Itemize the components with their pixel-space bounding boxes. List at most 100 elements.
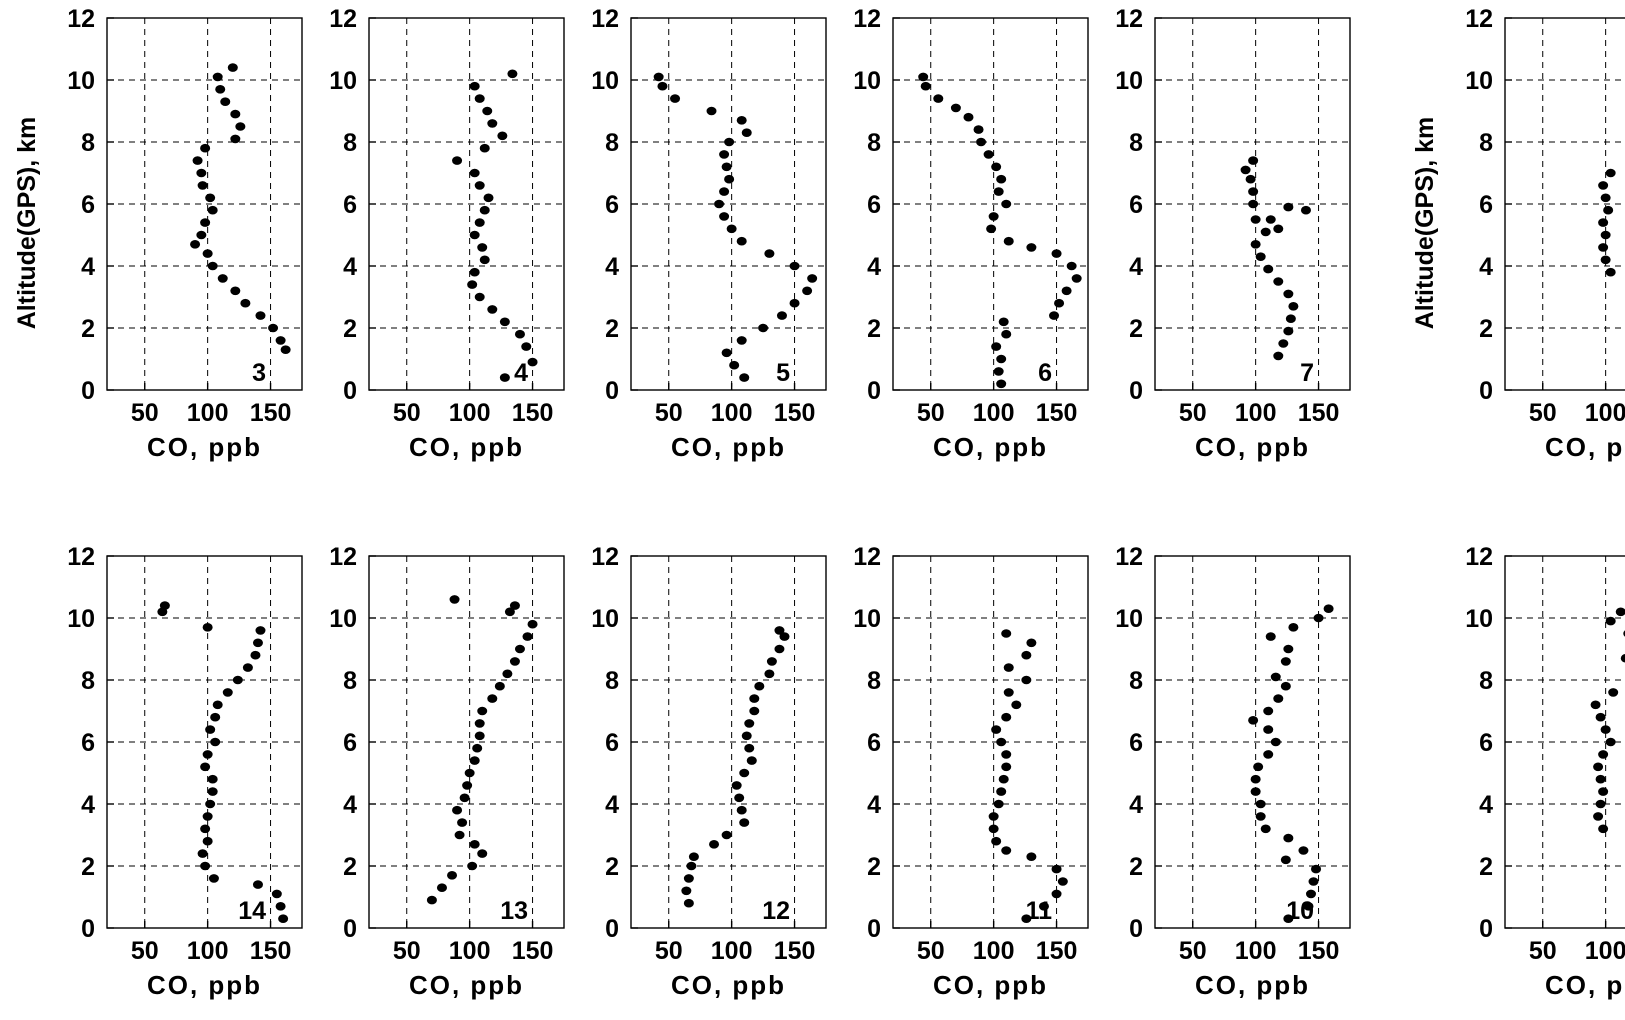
x-tick-label: 100 [711,937,753,965]
y-tick-label: 12 [329,543,357,571]
data-point [731,781,742,790]
x-tick-label: 50 [131,399,159,427]
data-point [653,72,664,82]
data-point [789,298,800,308]
y-tick-label: 6 [81,191,95,219]
data-point [474,719,485,728]
data-point [766,657,777,666]
data-point [1003,663,1014,672]
data-point [1273,351,1284,361]
panel-10: 50 100 150 0 2 4 6 8 10 12 CO, ppb 10 [1115,543,1351,1000]
y-tick-label: 4 [1479,253,1493,281]
data-point [482,106,493,116]
data-point [202,623,213,632]
data-point [494,681,505,691]
data-point [232,675,243,685]
y-tick-label: 4 [343,253,357,281]
data-points [426,595,538,905]
y-tick-label: 12 [329,5,357,33]
y-tick-label: 8 [81,667,95,695]
data-point [1255,799,1266,809]
data-point [1323,604,1334,613]
data-point [469,756,480,765]
data-point [222,688,233,697]
panel-11: 50 100 150 0 2 4 6 8 10 12 CO, ppb 11 [853,543,1089,1000]
data-point [1603,205,1614,215]
data-point [522,632,533,641]
y-tick-label: 0 [1129,915,1143,943]
data-point [190,240,201,249]
data-point [227,63,238,72]
data-point [207,261,218,271]
data-point [1605,737,1616,747]
data-point [758,323,769,333]
data-point [1273,277,1284,286]
y-tick-label: 8 [605,667,619,695]
data-point [739,373,750,382]
data-point [474,218,485,227]
data-point [719,212,730,221]
x-axis-label: CO, ppb [933,970,1048,1000]
data-point [1001,750,1012,759]
data-point [1283,326,1294,336]
data-point [1280,855,1291,865]
data-point [1283,202,1294,212]
data-point [670,94,681,103]
data-point [1248,156,1259,165]
data-point [739,818,750,827]
y-tick-label: 12 [1465,543,1493,571]
data-point [436,883,447,892]
data-point [1600,193,1611,203]
y-axis-label: Altitude(GPS), km [1411,117,1439,330]
x-tick-label: 150 [250,399,292,427]
data-point [474,292,485,302]
data-point [1021,650,1032,660]
y-tick-label: 4 [81,791,95,819]
data-point [950,103,961,113]
data-point [1280,657,1291,666]
y-tick-label: 12 [591,5,619,33]
y-tick-label: 6 [81,729,95,757]
data-point [212,700,223,710]
data-point [1598,243,1609,252]
data-point [207,787,218,796]
y-tick-label: 4 [81,253,95,281]
data-point [920,81,931,91]
data-point [746,756,757,765]
panel-number: 7 [1300,359,1314,387]
panel-number: 10 [1286,897,1314,925]
data-point [1288,302,1299,311]
data-point [220,97,231,106]
data-point [205,799,216,809]
y-tick-label: 12 [1115,543,1143,571]
data-point [469,840,480,849]
data-point [991,162,1002,172]
data-point [462,781,473,790]
data-point [993,367,1004,376]
data-point [1280,681,1291,691]
y-tick-label: 4 [867,791,881,819]
data-point [196,230,207,240]
y-tick-label: 10 [591,67,619,95]
data-point [268,323,279,333]
data-point [202,249,213,258]
data-point [208,874,219,883]
data-point [714,199,725,209]
data-point [447,871,458,880]
data-points [1240,156,1311,361]
y-tick-label: 8 [1129,129,1143,157]
data-point [1003,236,1014,246]
y-tick-label: 6 [1479,191,1493,219]
data-point [802,286,813,296]
data-point [1283,289,1294,299]
x-tick-label: 150 [1036,937,1078,965]
data-point [1066,261,1077,271]
x-tick-label: 100 [973,399,1015,427]
y-tick-label: 10 [1465,67,1493,95]
data-point [192,156,203,165]
data-point [719,187,730,196]
data-point [1265,632,1276,641]
data-point [509,601,520,610]
data-point [774,626,785,635]
